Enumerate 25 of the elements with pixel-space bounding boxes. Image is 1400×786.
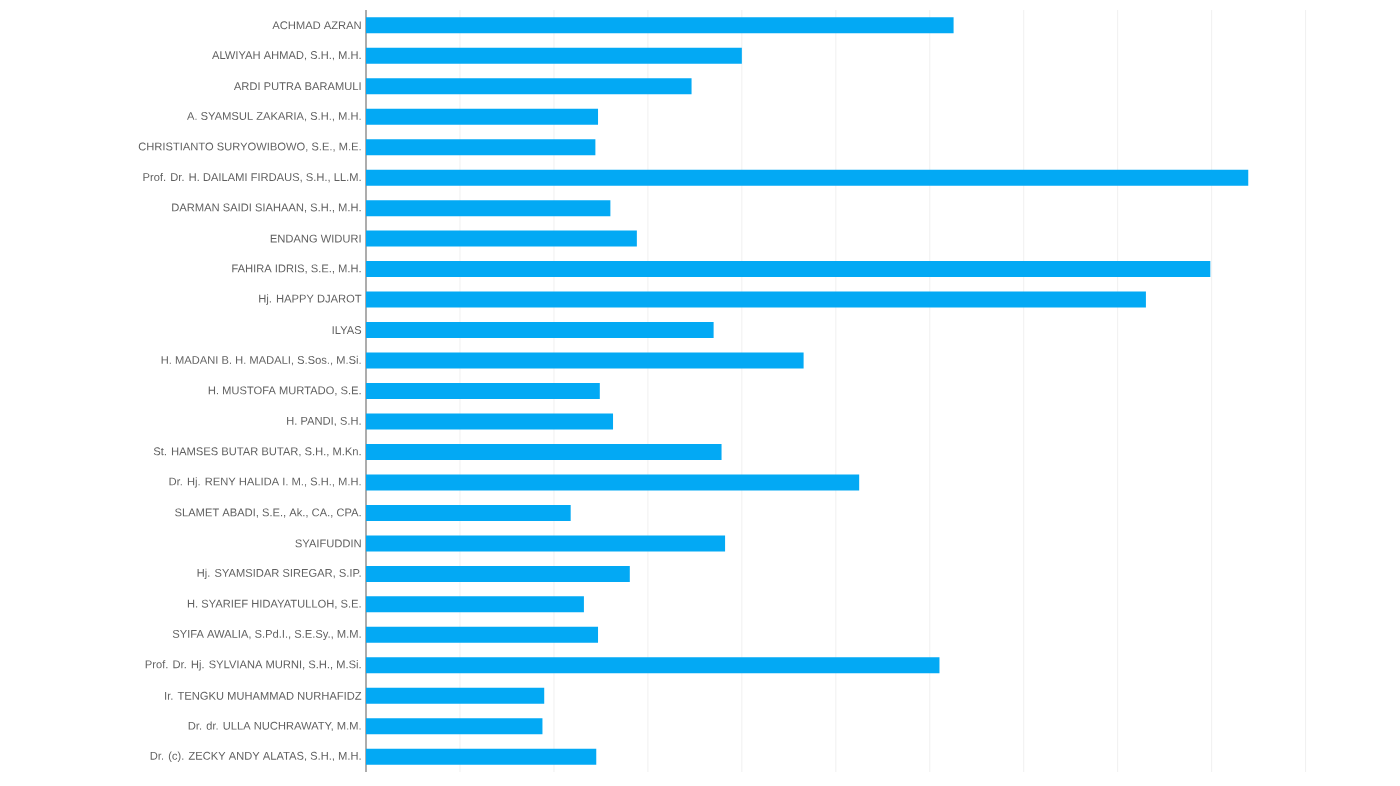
bar bbox=[366, 748, 597, 765]
bar bbox=[366, 596, 584, 613]
bar bbox=[366, 383, 600, 400]
bar bbox=[366, 687, 545, 704]
bar bbox=[366, 230, 637, 247]
bar bbox=[366, 78, 692, 95]
bar bbox=[366, 47, 742, 64]
bar bbox=[366, 535, 726, 552]
bar bbox=[366, 322, 714, 339]
bar bbox=[366, 474, 860, 491]
bar bbox=[366, 443, 722, 460]
bar bbox=[366, 504, 571, 521]
bar bbox=[366, 169, 1249, 186]
bar bbox=[366, 108, 599, 125]
bar bbox=[366, 565, 630, 582]
bar bbox=[366, 200, 611, 217]
bar bbox=[366, 413, 614, 430]
bar bbox=[366, 291, 1146, 308]
bar bbox=[366, 626, 599, 643]
bar bbox=[366, 261, 1211, 278]
bar bbox=[366, 352, 804, 369]
bar bbox=[366, 139, 596, 156]
bar bbox=[366, 718, 543, 735]
bar bbox=[366, 17, 954, 34]
bar bbox=[366, 657, 940, 674]
